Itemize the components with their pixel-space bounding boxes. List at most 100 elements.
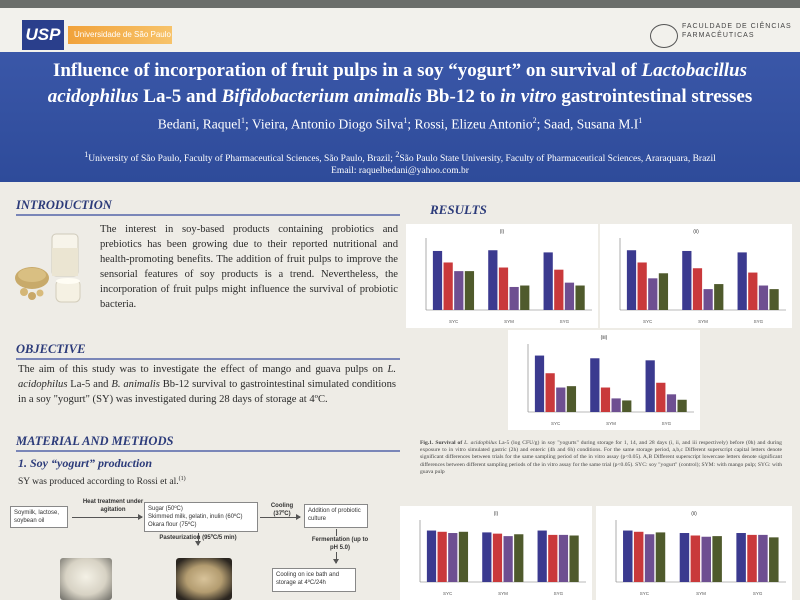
- chart-bar: [534, 355, 545, 412]
- usp-logo-band: Universidade de São Paulo: [68, 26, 172, 44]
- chart-group-label: SYC: [443, 591, 453, 596]
- chart-bar: [498, 267, 509, 310]
- chart-group-label: SYM: [606, 421, 616, 426]
- chart-bar: [648, 278, 658, 310]
- objective-text: The aim of this study was to investigate…: [18, 362, 396, 407]
- poster-top-edge: [0, 0, 800, 8]
- chart-bar: [464, 271, 475, 310]
- flow-box-line: Okara flour (75ºC): [148, 522, 197, 528]
- objective-text-part: La-5 and: [67, 379, 112, 390]
- chart-bar: [747, 534, 757, 582]
- fcf-logo-text: FACULDADE DE CIÊNCIAS FARMACÊUTICAS: [682, 23, 792, 39]
- author-name: Rossi, Elizeu Antonio: [414, 116, 533, 132]
- soy-yogurt-photo: [60, 558, 112, 600]
- chart-bar: [482, 532, 492, 582]
- chart-bar: [658, 273, 669, 310]
- chart-bar: [703, 289, 713, 310]
- chart-bar: [566, 386, 577, 412]
- methods-rule: [16, 450, 400, 452]
- chart-bar: [758, 285, 769, 310]
- methods-text-body: SY was produced according to Rossi et al…: [18, 477, 179, 488]
- chart-group-label: SYG: [560, 319, 570, 324]
- flow-box-line: Skimmed milk, gelatin, inulin (60ºC): [148, 514, 243, 520]
- chart-bar: [712, 536, 722, 582]
- chart-bar: [656, 382, 666, 412]
- caption-label: Fig.1. Survival of: [420, 440, 465, 446]
- author-name: Bedani, Raquel: [157, 116, 241, 132]
- objective-heading: OBJECTIVE: [16, 342, 86, 356]
- flow-step-cooling: Cooling (37ºC): [270, 503, 294, 517]
- poster-title: Influence of incorporation of fruit pulp…: [10, 58, 790, 110]
- chart-title: (ii): [691, 511, 697, 517]
- chart-bar: [458, 531, 469, 582]
- chart-bar: [737, 252, 747, 310]
- results-heading: RESULTS: [430, 202, 487, 217]
- objective-rule: [16, 358, 400, 360]
- affil-sup: 1: [84, 150, 89, 159]
- flow-step-heat: Heat treatment under agitation: [82, 499, 144, 513]
- fcf-logo: FACULDADE DE CIÊNCIAS FARMACÊUTICAS: [650, 22, 800, 52]
- methods-ref-sup: (1): [178, 476, 186, 482]
- author-affil-sup: 1: [241, 116, 245, 125]
- chart-group-label: SYM: [498, 591, 508, 596]
- chart-bar: [509, 286, 519, 310]
- chart-bar: [448, 533, 458, 582]
- flow-arrow: [195, 533, 201, 546]
- title-part-italic: Lactobacillus: [641, 60, 748, 81]
- chart-bar: [701, 536, 711, 582]
- methods-heading: MATERIAL AND METHODS: [16, 434, 174, 448]
- author-affil-sup: 2: [532, 116, 537, 125]
- chart-bar: [520, 285, 530, 310]
- author-name: Vieira, Antonio Diogo Silva: [251, 116, 404, 132]
- chart-bb12-day14: (ii) SYC SYM SYG: [596, 506, 792, 600]
- chart-bar: [437, 531, 447, 582]
- chart-title: (iii): [601, 335, 608, 341]
- introduction-text: The interest in soy-based products conta…: [100, 224, 398, 310]
- logo-bar: USP Universidade de São Paulo FACULDADE …: [0, 8, 800, 52]
- chart-bar: [622, 400, 632, 412]
- chart-bar: [655, 532, 666, 582]
- chart-bar: [554, 269, 564, 310]
- author-affil-sup: 1: [403, 116, 408, 125]
- chart-bar: [488, 250, 498, 310]
- flow-box-probiotic: Addition of probiotic culture: [304, 504, 368, 528]
- author-list: Bedani, Raquel1; Vieira, Antonio Diogo S…: [157, 116, 643, 132]
- chart-la5-day28: (iii) SYC SYM SYG: [508, 330, 700, 430]
- affiliation-2: São Paulo State University, Faculty of P…: [399, 154, 716, 165]
- chart-bar: [514, 534, 524, 582]
- chart-bar: [714, 284, 724, 310]
- objective-text-italic: B. animalis: [111, 379, 160, 390]
- chart-bar: [600, 387, 611, 412]
- flow-step-fermentation: Fermentation (up to pH 5.0): [308, 536, 372, 552]
- chart-bar: [769, 289, 779, 310]
- flow-box-additions: Sugar (50ºC) Skimmed milk, gelatin, inul…: [144, 502, 258, 532]
- affiliations: 1University of São Paulo, Faculty of Pha…: [0, 150, 800, 164]
- chart-bar: [666, 394, 677, 412]
- contact-email[interactable]: Email: raquelbedani@yahoo.com.br: [331, 166, 469, 176]
- flow-arrow: [260, 514, 301, 520]
- chart-bar: [537, 530, 547, 582]
- flow-step-pasteurization: Pasteurization (95ºC/5 min): [159, 535, 237, 541]
- chart-bar: [575, 285, 585, 310]
- flow-box-storage: Cooling on ice bath and storage at 4ºC/2…: [272, 568, 356, 592]
- chart-bar: [644, 534, 655, 582]
- chart-bar: [611, 398, 621, 412]
- chart-bar: [677, 399, 687, 412]
- chart-bar: [492, 533, 503, 582]
- chart-bar: [682, 250, 692, 310]
- chart-group-label: SYM: [504, 319, 514, 324]
- usp-logo: USP Universidade de São Paulo: [22, 20, 172, 54]
- chart-group-label: SYC: [643, 319, 653, 324]
- chart-group-label: SYG: [662, 421, 672, 426]
- chart-bar: [690, 535, 701, 582]
- chart-group-label: SYG: [753, 591, 763, 596]
- chart-bar: [692, 268, 703, 310]
- methods-subheading: 1. Soy “yogurt” production: [18, 456, 153, 470]
- chart-bar: [556, 387, 566, 412]
- chart-la5-day14: (ii) SYC SYM SYG: [600, 224, 792, 328]
- affiliation-1: University of São Paulo, Faculty of Phar…: [88, 154, 396, 165]
- fcf-logo-emblem-icon: [650, 24, 678, 48]
- chart-bar: [503, 536, 513, 582]
- title-part-italic: Bifidobacterium animalis: [221, 86, 422, 107]
